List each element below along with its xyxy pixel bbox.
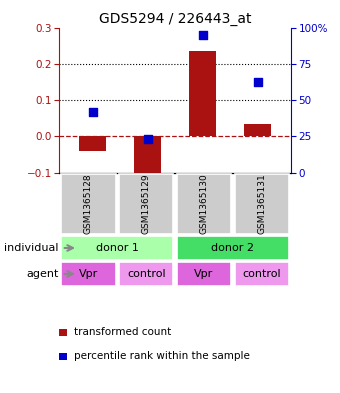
Text: control: control [242, 269, 281, 279]
Bar [119, 262, 173, 286]
Bar [244, 125, 271, 136]
Text: Vpr: Vpr [194, 269, 214, 279]
Text: transformed count: transformed count [74, 327, 171, 338]
Bar [79, 136, 106, 151]
Bar [189, 51, 216, 136]
Title: GDS5294 / 226443_at: GDS5294 / 226443_at [99, 13, 251, 26]
Bar [119, 174, 173, 234]
Text: donor 1: donor 1 [96, 243, 139, 253]
Text: control: control [127, 269, 166, 279]
Bar [61, 262, 116, 286]
Point [255, 79, 260, 85]
Text: GSM1365128: GSM1365128 [84, 174, 93, 234]
Bar [134, 136, 162, 178]
Bar [177, 262, 231, 286]
Point [90, 108, 95, 115]
Point [200, 32, 205, 39]
Point [145, 136, 150, 143]
Bar [61, 236, 173, 260]
Text: GSM1365131: GSM1365131 [257, 174, 266, 234]
Bar [235, 174, 289, 234]
Bar [177, 174, 231, 234]
Text: percentile rank within the sample: percentile rank within the sample [74, 351, 250, 361]
Bar [235, 262, 289, 286]
Text: GSM1365130: GSM1365130 [200, 174, 208, 234]
Bar [177, 236, 289, 260]
Text: donor 2: donor 2 [211, 243, 254, 253]
Text: agent: agent [26, 269, 58, 279]
Text: GSM1365129: GSM1365129 [142, 174, 151, 234]
Text: individual: individual [4, 243, 58, 253]
Bar [61, 174, 116, 234]
Text: Vpr: Vpr [79, 269, 98, 279]
